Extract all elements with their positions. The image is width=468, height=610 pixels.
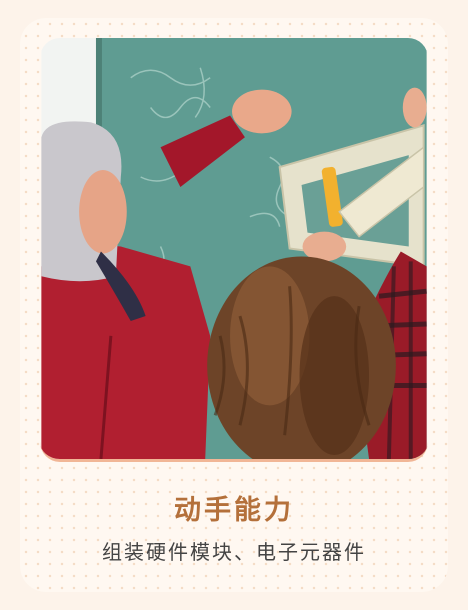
- student-hand-upper: [402, 87, 427, 128]
- teacher-body: [41, 245, 211, 459]
- student-hand: [302, 231, 347, 262]
- classroom-illustration: [41, 38, 427, 459]
- coat-seam: [99, 335, 113, 459]
- classroom-photo: [40, 38, 428, 462]
- scarf: [95, 251, 146, 321]
- student-hair: [207, 256, 396, 459]
- triangle-ruler: [278, 124, 425, 268]
- card-subtitle: 组装硬件模块、电子元器件: [102, 540, 366, 564]
- teacher-arm: [160, 115, 245, 187]
- teacher-hand: [232, 89, 292, 134]
- teacher-face: [79, 170, 127, 254]
- card-title: 动手能力: [174, 495, 294, 526]
